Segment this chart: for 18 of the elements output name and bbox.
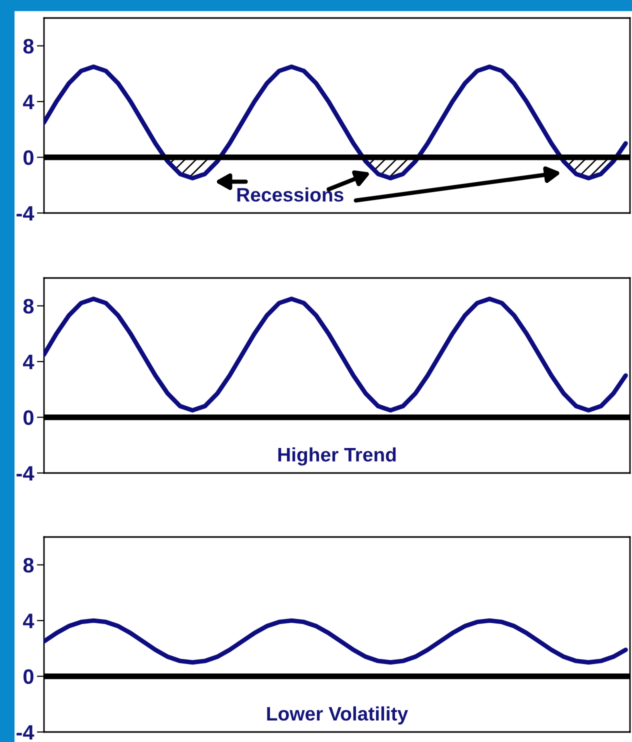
annotation: Lower Volatility — [267, 706, 408, 724]
y-tick-label: -4 — [16, 725, 34, 740]
y-tick-label: 4 — [23, 354, 34, 370]
y-tick-label: 8 — [23, 38, 34, 54]
line-series — [44, 618, 628, 665]
y-tick-label: -4 — [16, 206, 34, 221]
y-tick-label: 8 — [23, 558, 34, 573]
y-tick-label: 8 — [23, 298, 34, 314]
line-series — [44, 64, 628, 180]
line-series — [44, 296, 628, 413]
annotation: Higher Trend — [278, 447, 396, 466]
y-tick-label: 4 — [23, 614, 34, 628]
annotation: Recessions — [237, 187, 344, 202]
y-tick-label: 0 — [24, 410, 34, 426]
y-tick-label: 0 — [24, 150, 34, 166]
y-tick-label: 0 — [24, 669, 34, 684]
y-tick-label: 4 — [23, 94, 34, 110]
y-tick-label: -4 — [16, 466, 34, 481]
